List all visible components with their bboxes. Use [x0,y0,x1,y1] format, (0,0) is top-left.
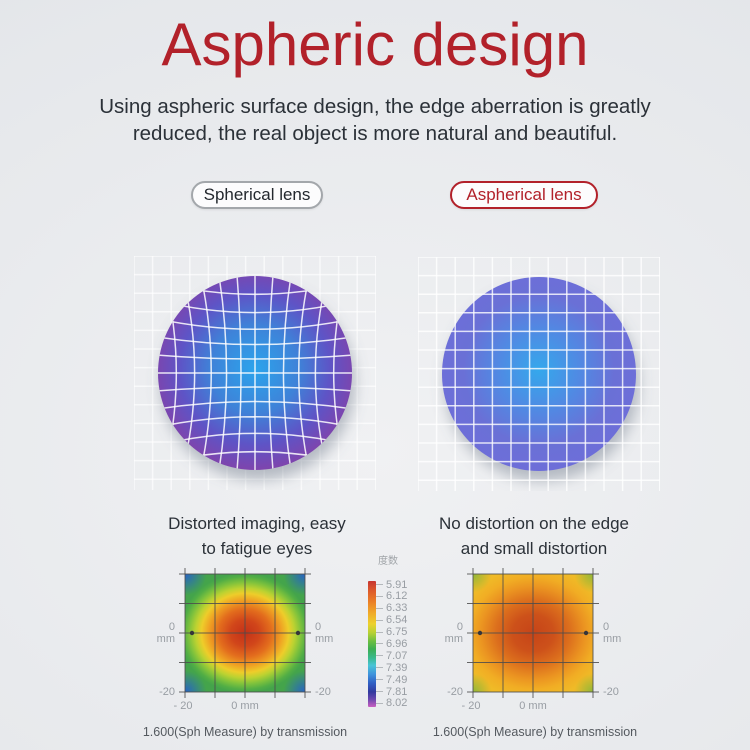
axis-bottom-left: - 20 [173,700,193,712]
axis-corner-right: -20 [315,686,331,698]
axis-bottom-left: - 20 [461,700,481,712]
legend-tick: 8.02 [376,697,424,710]
subtitle: Using aspheric surface design, the edge … [0,94,750,147]
subtitle-line-2: reduced, the real object is more natural… [132,121,618,145]
spherical-footnote: 1.600(Sph Measure) by transmission [142,725,348,739]
colorbar-gradient [368,581,376,707]
legend-tick-value: 6.33 [386,602,408,615]
legend-tick-value: 5.91 [386,578,408,591]
axis-right-zero-unit: mm [603,633,622,646]
legend-tick-value: 7.49 [386,673,408,686]
spherical-caption-line-2: to fatigue eyes [201,538,313,558]
axis-right-zero-value: 0 [315,621,322,633]
heatmap-aspherical: 0 mm 0 mm -20 -20 - 20 0 mm [431,566,635,716]
legend-tick-mark [376,631,383,633]
axis-corner-right: -20 [603,686,619,698]
legend-tick: 6.96 [376,637,424,650]
heatmap-grid [179,568,311,698]
axis-corner-left: -20 [159,686,175,698]
axis-left-zero: 0 mm [433,621,463,645]
legend-tick-mark [376,619,383,621]
legend-tick-value: 7.39 [386,661,408,674]
legend-tick-mark [376,667,383,669]
legend-tick-value: 6.75 [386,626,408,639]
aspherical-lens-badge: Aspherical lens [450,181,598,209]
legend-tick: 6.12 [376,590,424,603]
axis-bottom-center: 0 mm [231,700,259,712]
axis-left-zero-value: 0 [168,621,175,633]
legend-tick: 7.39 [376,661,424,674]
spherical-caption: Distorted imaging, easy to fatigue eyes [130,512,384,561]
axis-corner-left: -20 [447,686,463,698]
colorbar-title: 度数 [378,556,398,567]
legend-tick-mark [376,607,383,609]
legend-tick: 7.81 [376,685,424,698]
axis-right-zero: 0 mm [603,621,633,645]
colorbar-ticks: 5.91 6.12 6.33 6.54 6.75 6.96 7.07 7.39 7.49 7.81… [376,579,424,709]
legend-tick-mark [376,679,383,681]
legend-tick-mark [376,584,383,585]
axis-bottom-center: 0 mm [519,700,547,712]
aspherical-caption: No distortion on the edge and small dist… [407,512,661,561]
spherical-lens-figure [134,256,376,490]
spherical-caption-line-1: Distorted imaging, easy [168,514,346,533]
axis-right-zero-unit: mm [315,633,334,646]
legend-tick: 6.33 [376,602,424,615]
legend-tick-mark [376,643,383,645]
legend-tick-value: 6.96 [386,637,408,650]
heatmap-box [179,568,311,698]
legend-tick: 6.75 [376,626,424,639]
legend-tick-value: 6.54 [386,614,408,627]
heatmap-box [467,568,599,698]
aspherical-caption-line-1: No distortion on the edge [439,514,629,533]
aspherical-caption-line-2: and small distortion [460,538,608,558]
heatmap-spherical: 0 mm 0 mm -20 -20 - 20 0 mm [143,566,347,716]
subtitle-line-1: Using aspheric surface design, the edge … [99,95,651,118]
legend-tick-value: 7.07 [386,649,408,662]
aspherical-lens-figure [418,257,660,491]
legend-tick-mark [376,655,383,657]
legend-tick: 5.91 [376,578,424,591]
colorbar-legend: 度数 5.91 6.12 6.33 6.54 6.75 6.96 7.07 7.39 7.49 7… [348,552,426,720]
axis-left-zero: 0 mm [145,621,175,645]
legend-tick-value: 7.81 [386,685,408,698]
axis-left-zero-unit: mm [444,633,463,646]
axis-right-zero: 0 mm [315,621,345,645]
legend-tick-mark [376,702,383,704]
spherical-lens-badge: Spherical lens [191,181,323,209]
axis-left-zero-value: 0 [456,621,463,633]
legend-tick-mark [376,691,383,693]
legend-tick-mark [376,595,383,597]
heatmap-grid [467,568,599,698]
page-title: Aspheric design [161,11,589,78]
legend-tick-value: 6.12 [386,590,408,603]
legend-tick: 7.07 [376,649,424,662]
legend-tick: 6.54 [376,614,424,627]
aspherical-footnote: 1.600(Sph Measure) by transmission [432,725,638,739]
legend-tick: 7.49 [376,673,424,686]
legend-tick-value: 8.02 [386,697,408,710]
axis-left-zero-unit: mm [156,633,175,646]
axis-right-zero-value: 0 [603,621,610,633]
